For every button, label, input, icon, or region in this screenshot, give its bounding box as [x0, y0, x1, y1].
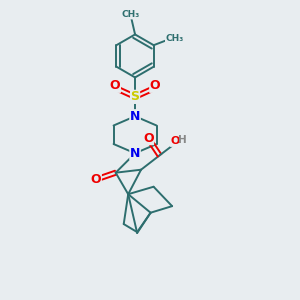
Text: O: O [170, 136, 180, 146]
Text: N: N [130, 147, 140, 160]
Text: O: O [143, 132, 154, 145]
Text: O: O [110, 79, 120, 92]
Text: O: O [150, 79, 160, 92]
Text: CH₃: CH₃ [166, 34, 184, 43]
Text: O: O [91, 173, 101, 186]
Text: H: H [178, 135, 187, 146]
Text: CH₃: CH₃ [122, 10, 140, 19]
Text: N: N [130, 110, 140, 123]
Text: S: S [130, 90, 140, 103]
